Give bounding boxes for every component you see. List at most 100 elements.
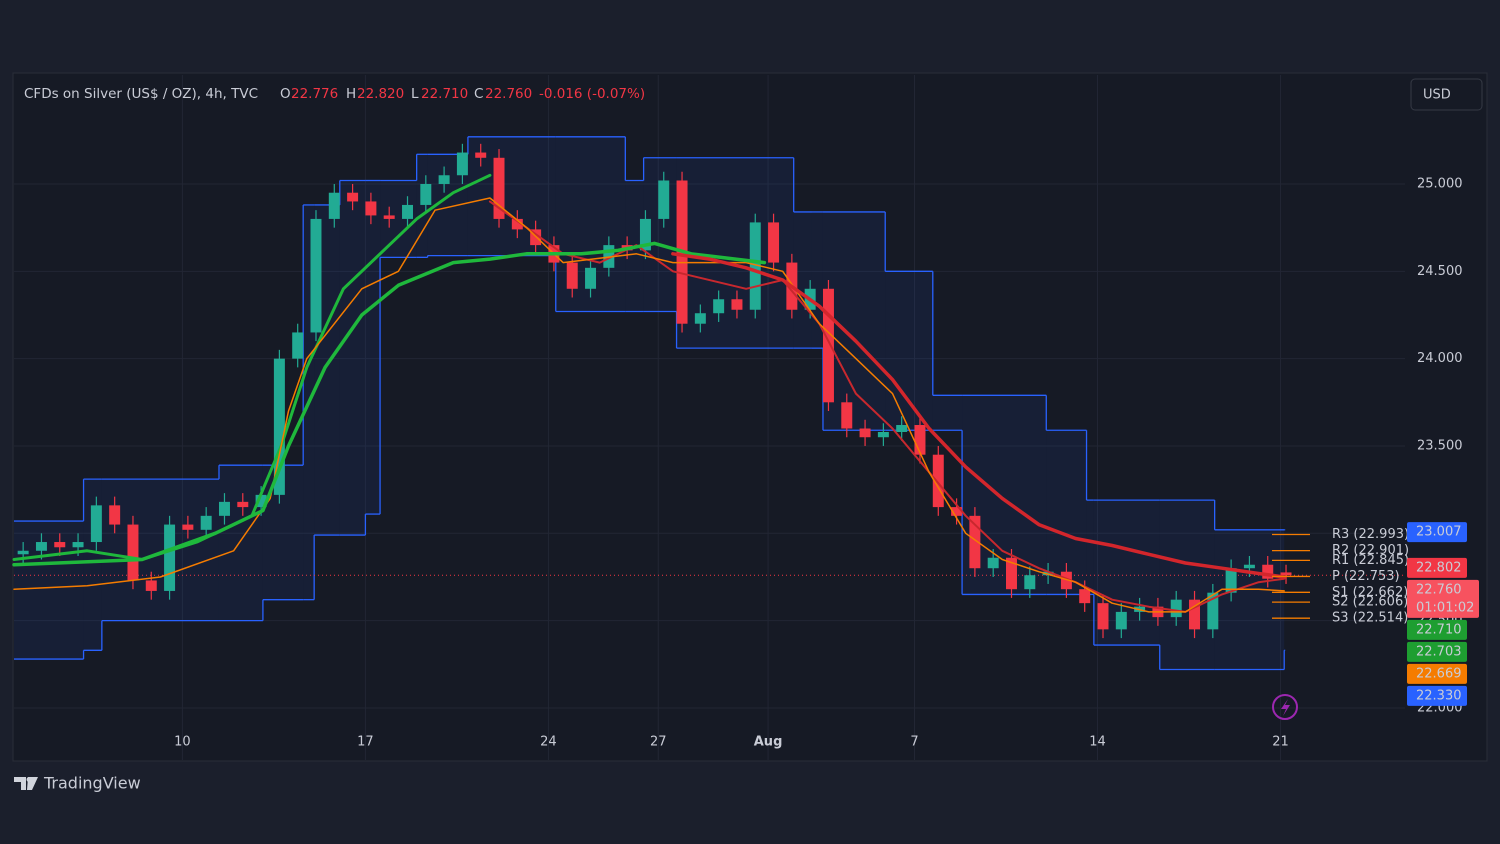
channel-fill bbox=[365, 180, 381, 515]
high-value: 22.820 bbox=[357, 86, 404, 102]
low-value: 22.710 bbox=[421, 86, 468, 102]
overlay-layer: 22.00022.50023.00023.50024.00024.50025.0… bbox=[174, 176, 1479, 750]
currency[interactable]: USD bbox=[1423, 88, 1451, 103]
line-layer bbox=[12, 173, 1286, 613]
candle-body bbox=[1170, 599, 1182, 618]
low-letter: L bbox=[411, 86, 419, 102]
indicator-line bbox=[488, 200, 1286, 613]
x-tick-label: 7 bbox=[910, 735, 918, 750]
indicator-line bbox=[12, 241, 767, 567]
candle-body bbox=[987, 557, 999, 569]
price-tag-label: 22.703 bbox=[1416, 644, 1462, 659]
x-tick-label: 10 bbox=[174, 735, 191, 750]
candle-body bbox=[822, 288, 834, 403]
candle-body bbox=[383, 215, 395, 219]
candle-body bbox=[694, 313, 706, 324]
candle-body bbox=[164, 524, 176, 591]
candle-body bbox=[402, 204, 413, 219]
candle-body bbox=[585, 267, 597, 289]
lightning-icon[interactable] bbox=[1272, 694, 1298, 720]
price-tag bbox=[1407, 663, 1467, 684]
pivot-label: R3 (22.993) bbox=[1332, 527, 1409, 542]
candle-body bbox=[1079, 589, 1091, 604]
candle-body bbox=[17, 550, 29, 555]
candle-body bbox=[292, 332, 304, 359]
x-tick-label: 27 bbox=[650, 735, 667, 750]
candle-body bbox=[1115, 611, 1127, 630]
candle-body bbox=[54, 542, 66, 548]
candle-body bbox=[859, 428, 871, 438]
candle-body bbox=[951, 507, 963, 516]
candle-body bbox=[200, 515, 212, 530]
candle-body bbox=[255, 494, 267, 508]
price-tag-label: 22.760 bbox=[1416, 582, 1462, 597]
price-tag bbox=[1407, 522, 1467, 543]
candle-body bbox=[511, 218, 523, 230]
candle-body bbox=[475, 152, 487, 158]
candle-body bbox=[1280, 572, 1292, 576]
price-tag bbox=[1407, 619, 1467, 640]
price-tag-label: 23.007 bbox=[1416, 525, 1462, 540]
candle-body bbox=[749, 222, 761, 310]
indicator-line bbox=[13, 197, 1285, 613]
channel-fill bbox=[14, 521, 84, 660]
pivot-label: S3 (22.514) bbox=[1332, 611, 1408, 626]
brand-logo bbox=[14, 777, 38, 790]
candle-body bbox=[182, 524, 194, 530]
open-letter: O bbox=[280, 86, 291, 102]
channel-fill bbox=[416, 154, 428, 258]
candle-body bbox=[218, 501, 230, 516]
pivot-label: R1 (22.845) bbox=[1332, 553, 1409, 568]
channel-fill bbox=[932, 395, 963, 431]
candle-body bbox=[1024, 575, 1036, 590]
close-value: 22.760 bbox=[485, 86, 532, 102]
candle-body bbox=[310, 218, 322, 333]
price-tag bbox=[1407, 557, 1467, 578]
candle-body bbox=[109, 505, 121, 525]
candle-body bbox=[658, 180, 670, 219]
price-tag-label: 22.669 bbox=[1416, 666, 1462, 681]
candle-body bbox=[1060, 571, 1072, 590]
price-tag bbox=[1407, 641, 1467, 662]
price-tag bbox=[1407, 685, 1467, 706]
price-tag-label: 22.710 bbox=[1416, 622, 1462, 637]
candle-body bbox=[237, 501, 249, 508]
symbol: CFDs on Silver (US$ / OZ), 4h, TVC bbox=[24, 86, 258, 102]
candle-body bbox=[72, 542, 84, 548]
channel-fill bbox=[1214, 529, 1285, 670]
currency-button[interactable] bbox=[1410, 78, 1483, 111]
y-tick-label: 24.500 bbox=[1417, 264, 1463, 279]
candle-body bbox=[969, 515, 981, 569]
candle-body bbox=[347, 192, 359, 202]
candle-body bbox=[1006, 557, 1017, 590]
x-tick-label: 24 bbox=[540, 735, 557, 750]
candle-body bbox=[1262, 564, 1274, 579]
y-tick-label: 25.000 bbox=[1417, 176, 1463, 191]
candle-body bbox=[713, 299, 725, 314]
channel-fill bbox=[811, 211, 823, 349]
x-tick-label: Aug bbox=[754, 735, 783, 750]
brand: TradingView bbox=[43, 774, 141, 793]
channel-fill bbox=[101, 479, 219, 621]
price-tag bbox=[1407, 579, 1479, 618]
channel-fill bbox=[1159, 500, 1215, 670]
candle-body bbox=[731, 299, 743, 310]
candle-body bbox=[768, 222, 780, 263]
candle-body bbox=[932, 454, 944, 508]
candle-body bbox=[90, 505, 102, 543]
change: -0.016 (-0.07%) bbox=[539, 86, 645, 102]
candle-body bbox=[493, 157, 505, 219]
candle-body bbox=[566, 262, 578, 289]
candle-body bbox=[1097, 603, 1109, 630]
pivot-label: S2 (22.606) bbox=[1332, 595, 1408, 610]
indicator-line bbox=[671, 252, 1286, 579]
candle-body bbox=[914, 425, 926, 455]
candle-body bbox=[877, 431, 889, 438]
candle-body bbox=[127, 524, 139, 581]
x-tick-label: 14 bbox=[1089, 735, 1106, 750]
channel-fill bbox=[339, 180, 366, 536]
candle-body bbox=[1243, 564, 1255, 569]
channel-fill bbox=[1086, 500, 1094, 595]
